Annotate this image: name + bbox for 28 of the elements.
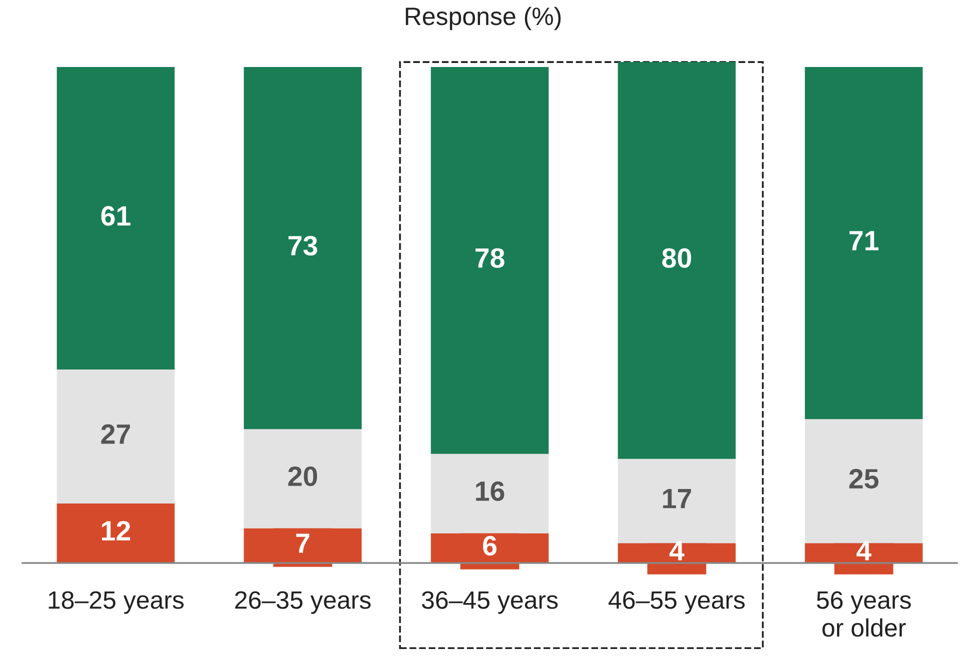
bar bbox=[56, 503, 175, 563]
x-tick-label: 26–35 years bbox=[235, 591, 371, 614]
data-label: 12 bbox=[102, 521, 130, 540]
data-label: 20 bbox=[288, 466, 318, 486]
data-label: 7 bbox=[296, 534, 310, 553]
x-tick-label: 56 years or older bbox=[816, 591, 911, 637]
bar bbox=[56, 370, 175, 504]
bar bbox=[244, 67, 362, 430]
data-label: 61 bbox=[101, 206, 130, 226]
x-tick-label: 18–25 years bbox=[48, 591, 184, 614]
data-label: 27 bbox=[101, 424, 130, 444]
data-label: 73 bbox=[288, 236, 318, 256]
bar bbox=[430, 67, 549, 454]
x-tick-label: 36–45 years bbox=[422, 591, 558, 614]
data-label: 80 bbox=[662, 248, 692, 268]
data-label: 6 bbox=[483, 536, 496, 556]
data-label: 4 bbox=[669, 541, 684, 560]
data-label: 71 bbox=[850, 231, 878, 250]
data-label: 25 bbox=[849, 468, 878, 489]
bar bbox=[804, 67, 923, 420]
bar bbox=[618, 62, 736, 459]
data-label: 17 bbox=[663, 489, 692, 508]
bar bbox=[56, 67, 175, 370]
data-label: 78 bbox=[476, 248, 504, 268]
x-tick-label: 46–55 years bbox=[608, 591, 745, 614]
data-label: 4 bbox=[856, 541, 872, 560]
data-label: 16 bbox=[476, 481, 504, 501]
chart-title: Response (%) bbox=[406, 6, 561, 30]
